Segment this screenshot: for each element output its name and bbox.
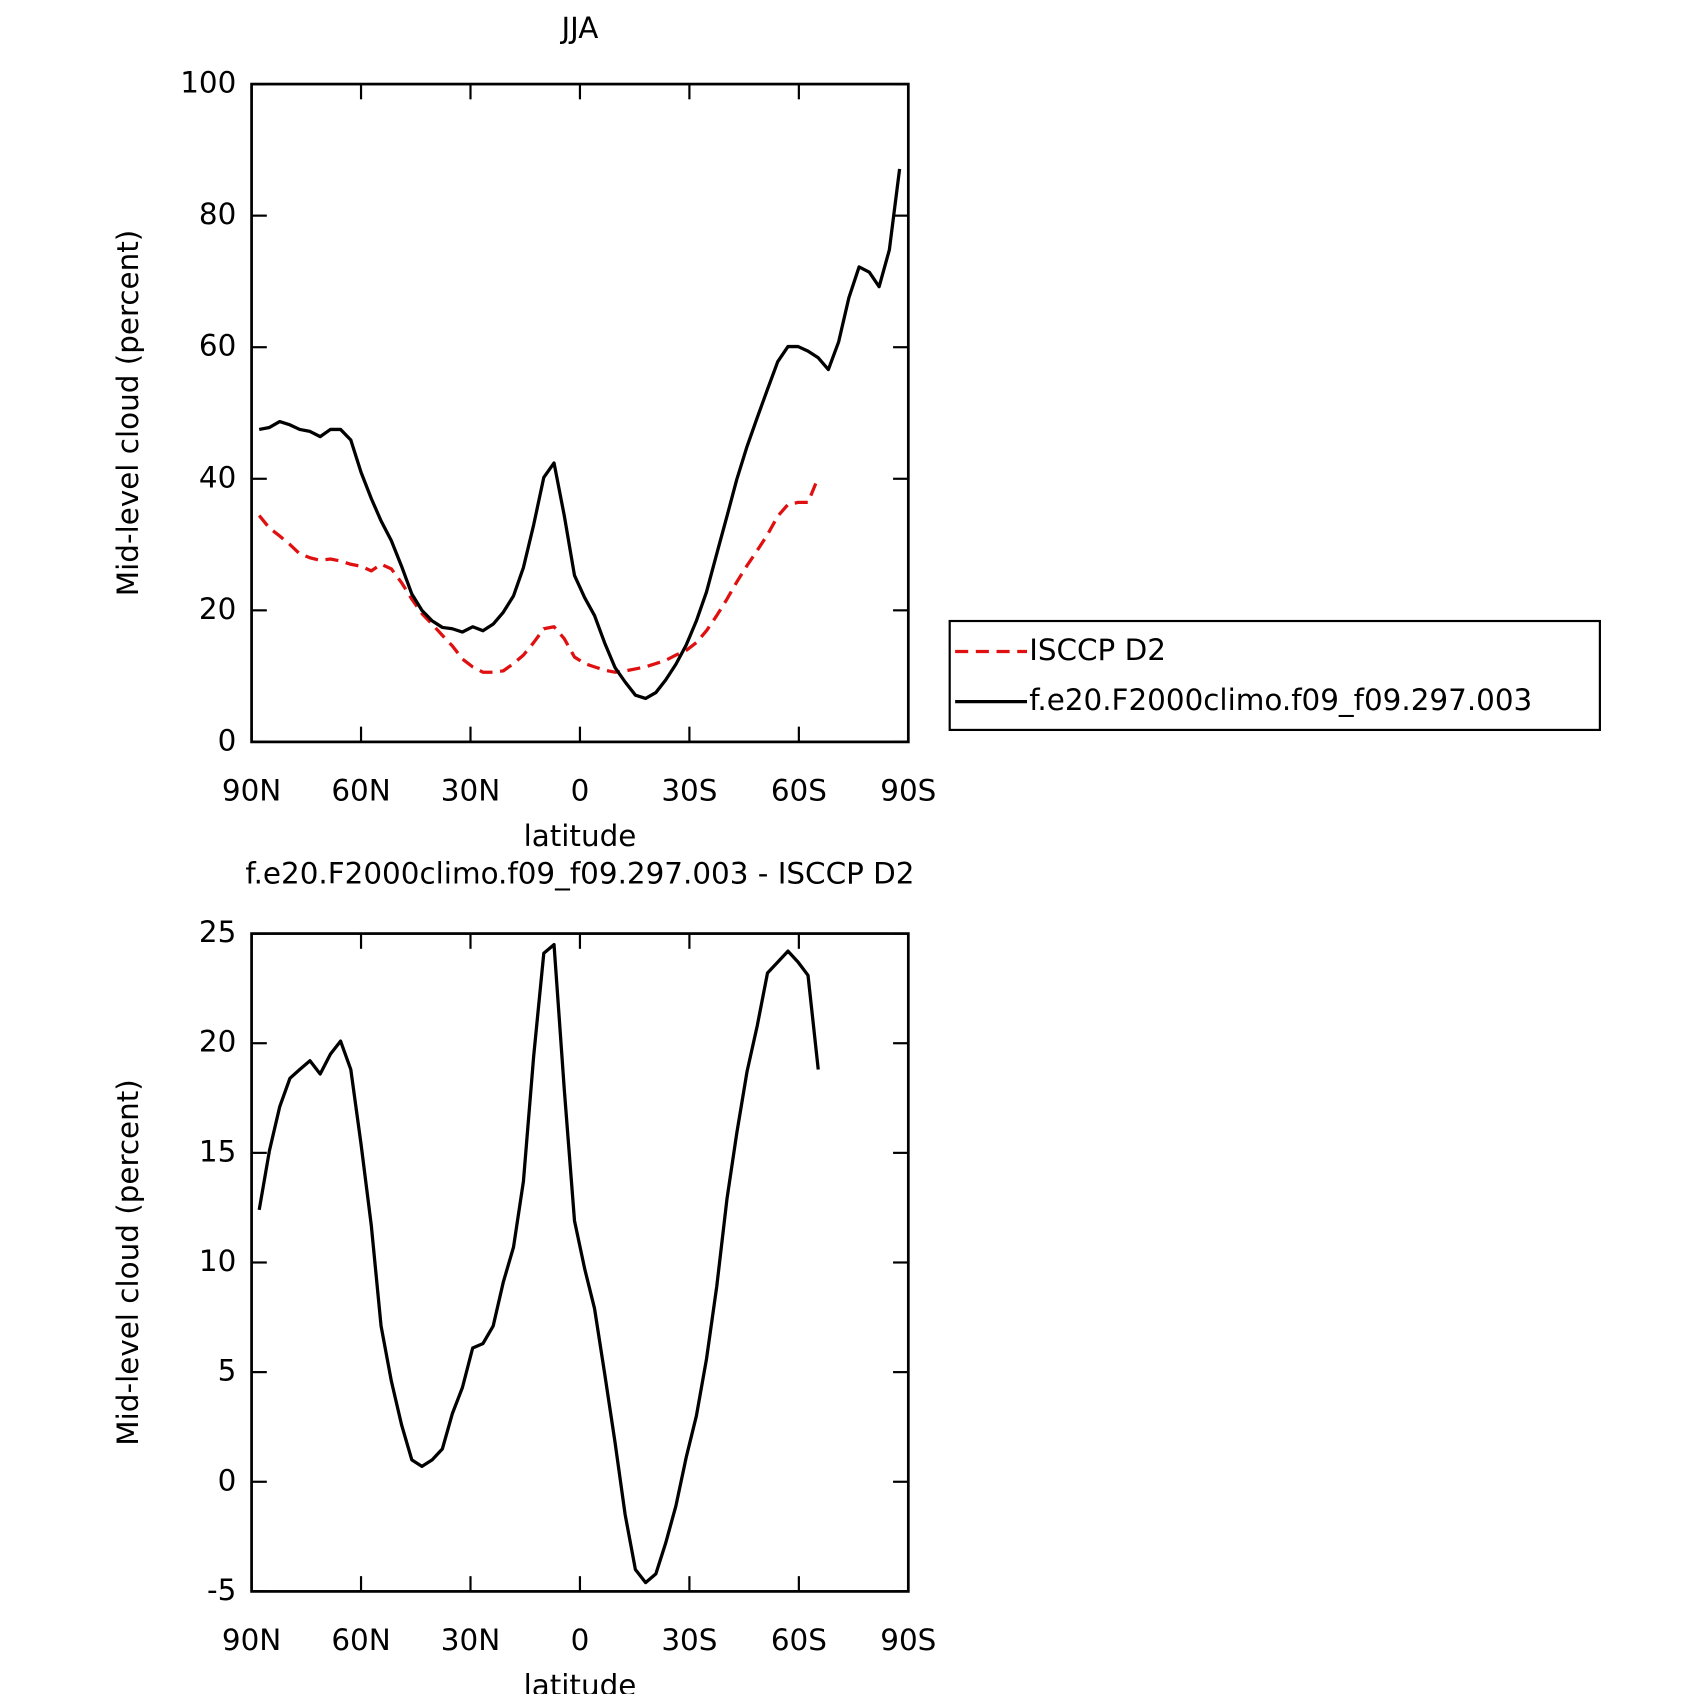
x-tick-label: 30N — [441, 1623, 500, 1657]
x-tick-label: 90N — [222, 774, 281, 808]
plot-frame — [250, 82, 910, 744]
y-tick-label: 0 — [218, 723, 237, 757]
y-tick-label: 40 — [199, 460, 236, 494]
y-tick-label: -5 — [207, 1573, 236, 1607]
x-axis-label: latitude — [524, 819, 637, 853]
chart-title: f.e20.F2000climo.f09_f09.297.003 - ISCCP… — [245, 856, 914, 890]
y-tick-label: 100 — [180, 66, 236, 100]
data-line — [257, 942, 820, 1585]
y-tick-label: 20 — [199, 1025, 236, 1059]
x-tick-label: 30S — [661, 1623, 717, 1657]
y-tick-label: 10 — [199, 1244, 236, 1278]
y-tick-label: 60 — [199, 329, 236, 363]
y-tick-label: 0 — [218, 1463, 237, 1497]
legend-box — [948, 619, 1601, 732]
y-tick-label: 20 — [199, 592, 236, 626]
legend-label: f.e20.F2000climo.f09_f09.297.003 — [1029, 683, 1532, 717]
legend-label: ISCCP D2 — [1029, 633, 1166, 667]
x-tick-label: 0 — [571, 1623, 590, 1657]
y-axis-label: Mid-level cloud (percent) — [111, 1079, 145, 1445]
x-tick-label: 60S — [771, 1623, 827, 1657]
x-tick-label: 90S — [880, 1623, 936, 1657]
plot-frame — [250, 932, 910, 1593]
x-tick-label: 60S — [771, 774, 827, 808]
y-tick-label: 80 — [199, 197, 236, 231]
x-axis-label: latitude — [524, 1669, 637, 1694]
chart-title: JJA — [559, 11, 598, 45]
x-tick-label: 90N — [222, 1623, 281, 1657]
y-tick-label: 5 — [218, 1354, 237, 1388]
y-axis-label: Mid-level cloud (percent) — [111, 230, 145, 596]
x-tick-label: 30N — [441, 774, 500, 808]
y-tick-label: 15 — [199, 1134, 236, 1168]
data-line — [258, 168, 902, 701]
x-tick-label: 60N — [331, 774, 390, 808]
x-tick-label: 60N — [331, 1623, 390, 1657]
x-tick-label: 0 — [571, 774, 590, 808]
x-tick-label: 30S — [661, 774, 717, 808]
data-line — [257, 476, 820, 674]
x-tick-label: 90S — [880, 774, 936, 808]
y-tick-label: 25 — [199, 915, 236, 949]
